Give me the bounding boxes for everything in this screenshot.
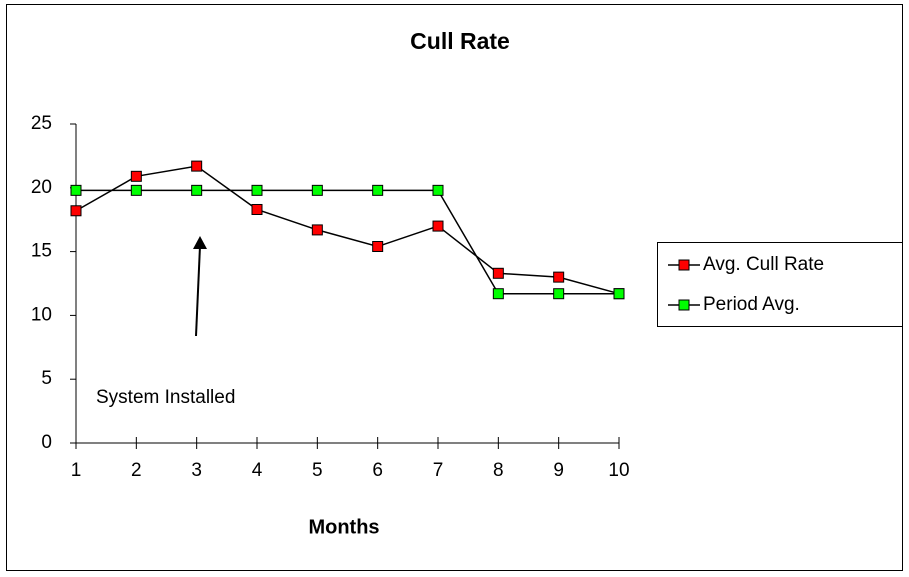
point-marker [432,220,444,232]
point-marker [613,288,625,300]
point-marker [70,184,82,196]
x-axis-label: Months [308,516,379,538]
x-tick-label: 5 [312,460,323,481]
point-marker [553,288,565,300]
point-marker [251,184,263,196]
series-line [76,189,619,295]
point-marker [311,184,323,196]
annotation: System Installed [96,387,235,408]
legend-marker [678,259,690,271]
point-marker [372,184,384,196]
point-marker [492,267,504,279]
y-tick-label: 0 [41,432,52,453]
point-marker [311,224,323,236]
x-tick-label: 9 [553,460,564,481]
chart-title: Cull Rate [410,28,510,54]
y-tick-label: 15 [31,241,52,262]
point-marker [432,184,444,196]
point-marker [251,203,263,215]
point-marker [553,271,565,283]
y-tick-label: 5 [41,368,52,389]
x-tick-label: 6 [372,460,383,481]
point-marker [372,240,384,252]
x-tick-label: 1 [71,460,82,481]
x-tick-label: 10 [608,460,629,481]
x-tick-label: 2 [131,460,142,481]
point-marker [130,170,142,182]
series-line [75,165,620,295]
legend-label: Avg. Cull Rate [703,254,824,275]
point-marker [130,184,142,196]
legend-label: Period Avg. [703,294,800,315]
x-tick-label: 8 [493,460,504,481]
legend-marker [678,299,690,311]
annotation-arrow [193,236,207,337]
y-tick-label: 20 [31,177,52,198]
point-marker [492,288,504,300]
point-marker [70,205,82,217]
x-tick-label: 7 [433,460,444,481]
y-tick-label: 10 [31,304,52,325]
point-marker [191,160,203,172]
legend-box [657,242,903,327]
x-tick-label: 4 [252,460,263,481]
point-marker [191,184,203,196]
y-tick-label: 25 [31,113,52,134]
x-tick-label: 3 [191,460,202,481]
